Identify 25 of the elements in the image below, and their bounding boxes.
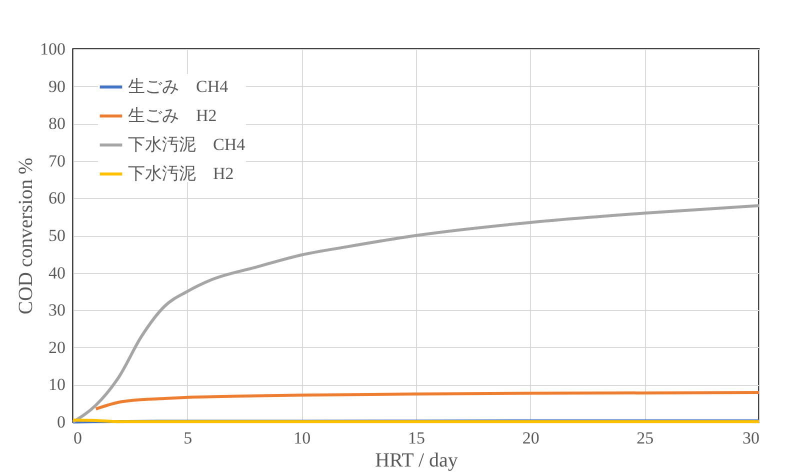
y-axis-title: COD conversion % [15,158,37,314]
legend-label: 生ごみ H2 [128,106,217,125]
x-tick-label: 20 [522,428,540,448]
y-tick-label: 60 [48,188,66,208]
y-tick-label: 100 [40,40,66,58]
y-tick-label: 30 [48,300,66,320]
legend-label: 下水汚泥 CH4 [128,135,246,154]
x-tick-label: 15 [408,428,425,448]
x-axis-title: HRT / day [375,450,458,472]
x-tick-label: 5 [184,428,192,448]
legend-label: 下水汚泥 H2 [128,164,234,183]
y-tick-label: 10 [48,375,66,394]
x-tick-label: 30 [742,428,760,448]
legend-label: 生ごみ CH4 [128,77,229,96]
y-tick-label: 0 [57,412,66,432]
y-tick-label: 90 [48,76,66,96]
y-tick-label: 70 [48,151,66,170]
y-tick-label: 40 [48,263,66,282]
line-series [94,391,760,410]
y-tick-label: 20 [48,338,66,357]
y-tick-label: 80 [48,114,66,134]
x-tick-label: 25 [636,428,654,448]
y-tick-label: 50 [48,226,66,245]
x-tick-label: 10 [294,428,311,448]
x-tick-label: 0 [74,428,82,448]
